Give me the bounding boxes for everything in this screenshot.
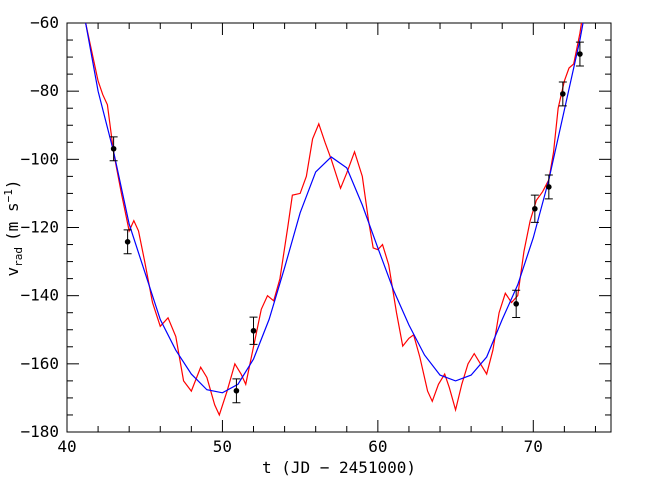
data-point <box>532 205 538 212</box>
y-tick-label: −180 <box>20 422 59 441</box>
y-tick-label: −120 <box>20 218 59 237</box>
curve <box>85 22 583 417</box>
x-tick-label: 40 <box>57 437 76 456</box>
data-point <box>124 239 131 245</box>
data-point <box>560 91 566 97</box>
y-tick-label: −140 <box>20 286 59 305</box>
data-point <box>546 184 552 190</box>
y-label-sub: rad <box>12 247 25 267</box>
y-tick-label: −160 <box>20 354 59 373</box>
y-axis-label: vrad (m s−1) <box>2 180 25 277</box>
data-point <box>577 51 583 57</box>
data-point <box>233 387 240 394</box>
curve <box>85 22 584 394</box>
y-label-close: ) <box>3 180 22 190</box>
x-tick-label: 60 <box>368 437 387 456</box>
data-point <box>110 145 117 152</box>
y-label-unit: (m s <box>3 202 22 241</box>
data-point <box>250 327 257 334</box>
y-label-main: v <box>3 267 22 277</box>
x-tick-label: 50 <box>213 437 232 456</box>
x-tick-label: 70 <box>524 437 543 456</box>
x-axis-label: t (JD − 2451000) <box>262 458 416 477</box>
y-label-sup: −1 <box>2 189 15 202</box>
data-point <box>513 301 519 307</box>
y-tick-label: −80 <box>30 81 59 100</box>
y-tick-label: −100 <box>20 149 59 168</box>
y-tick-label: −60 <box>30 13 59 32</box>
